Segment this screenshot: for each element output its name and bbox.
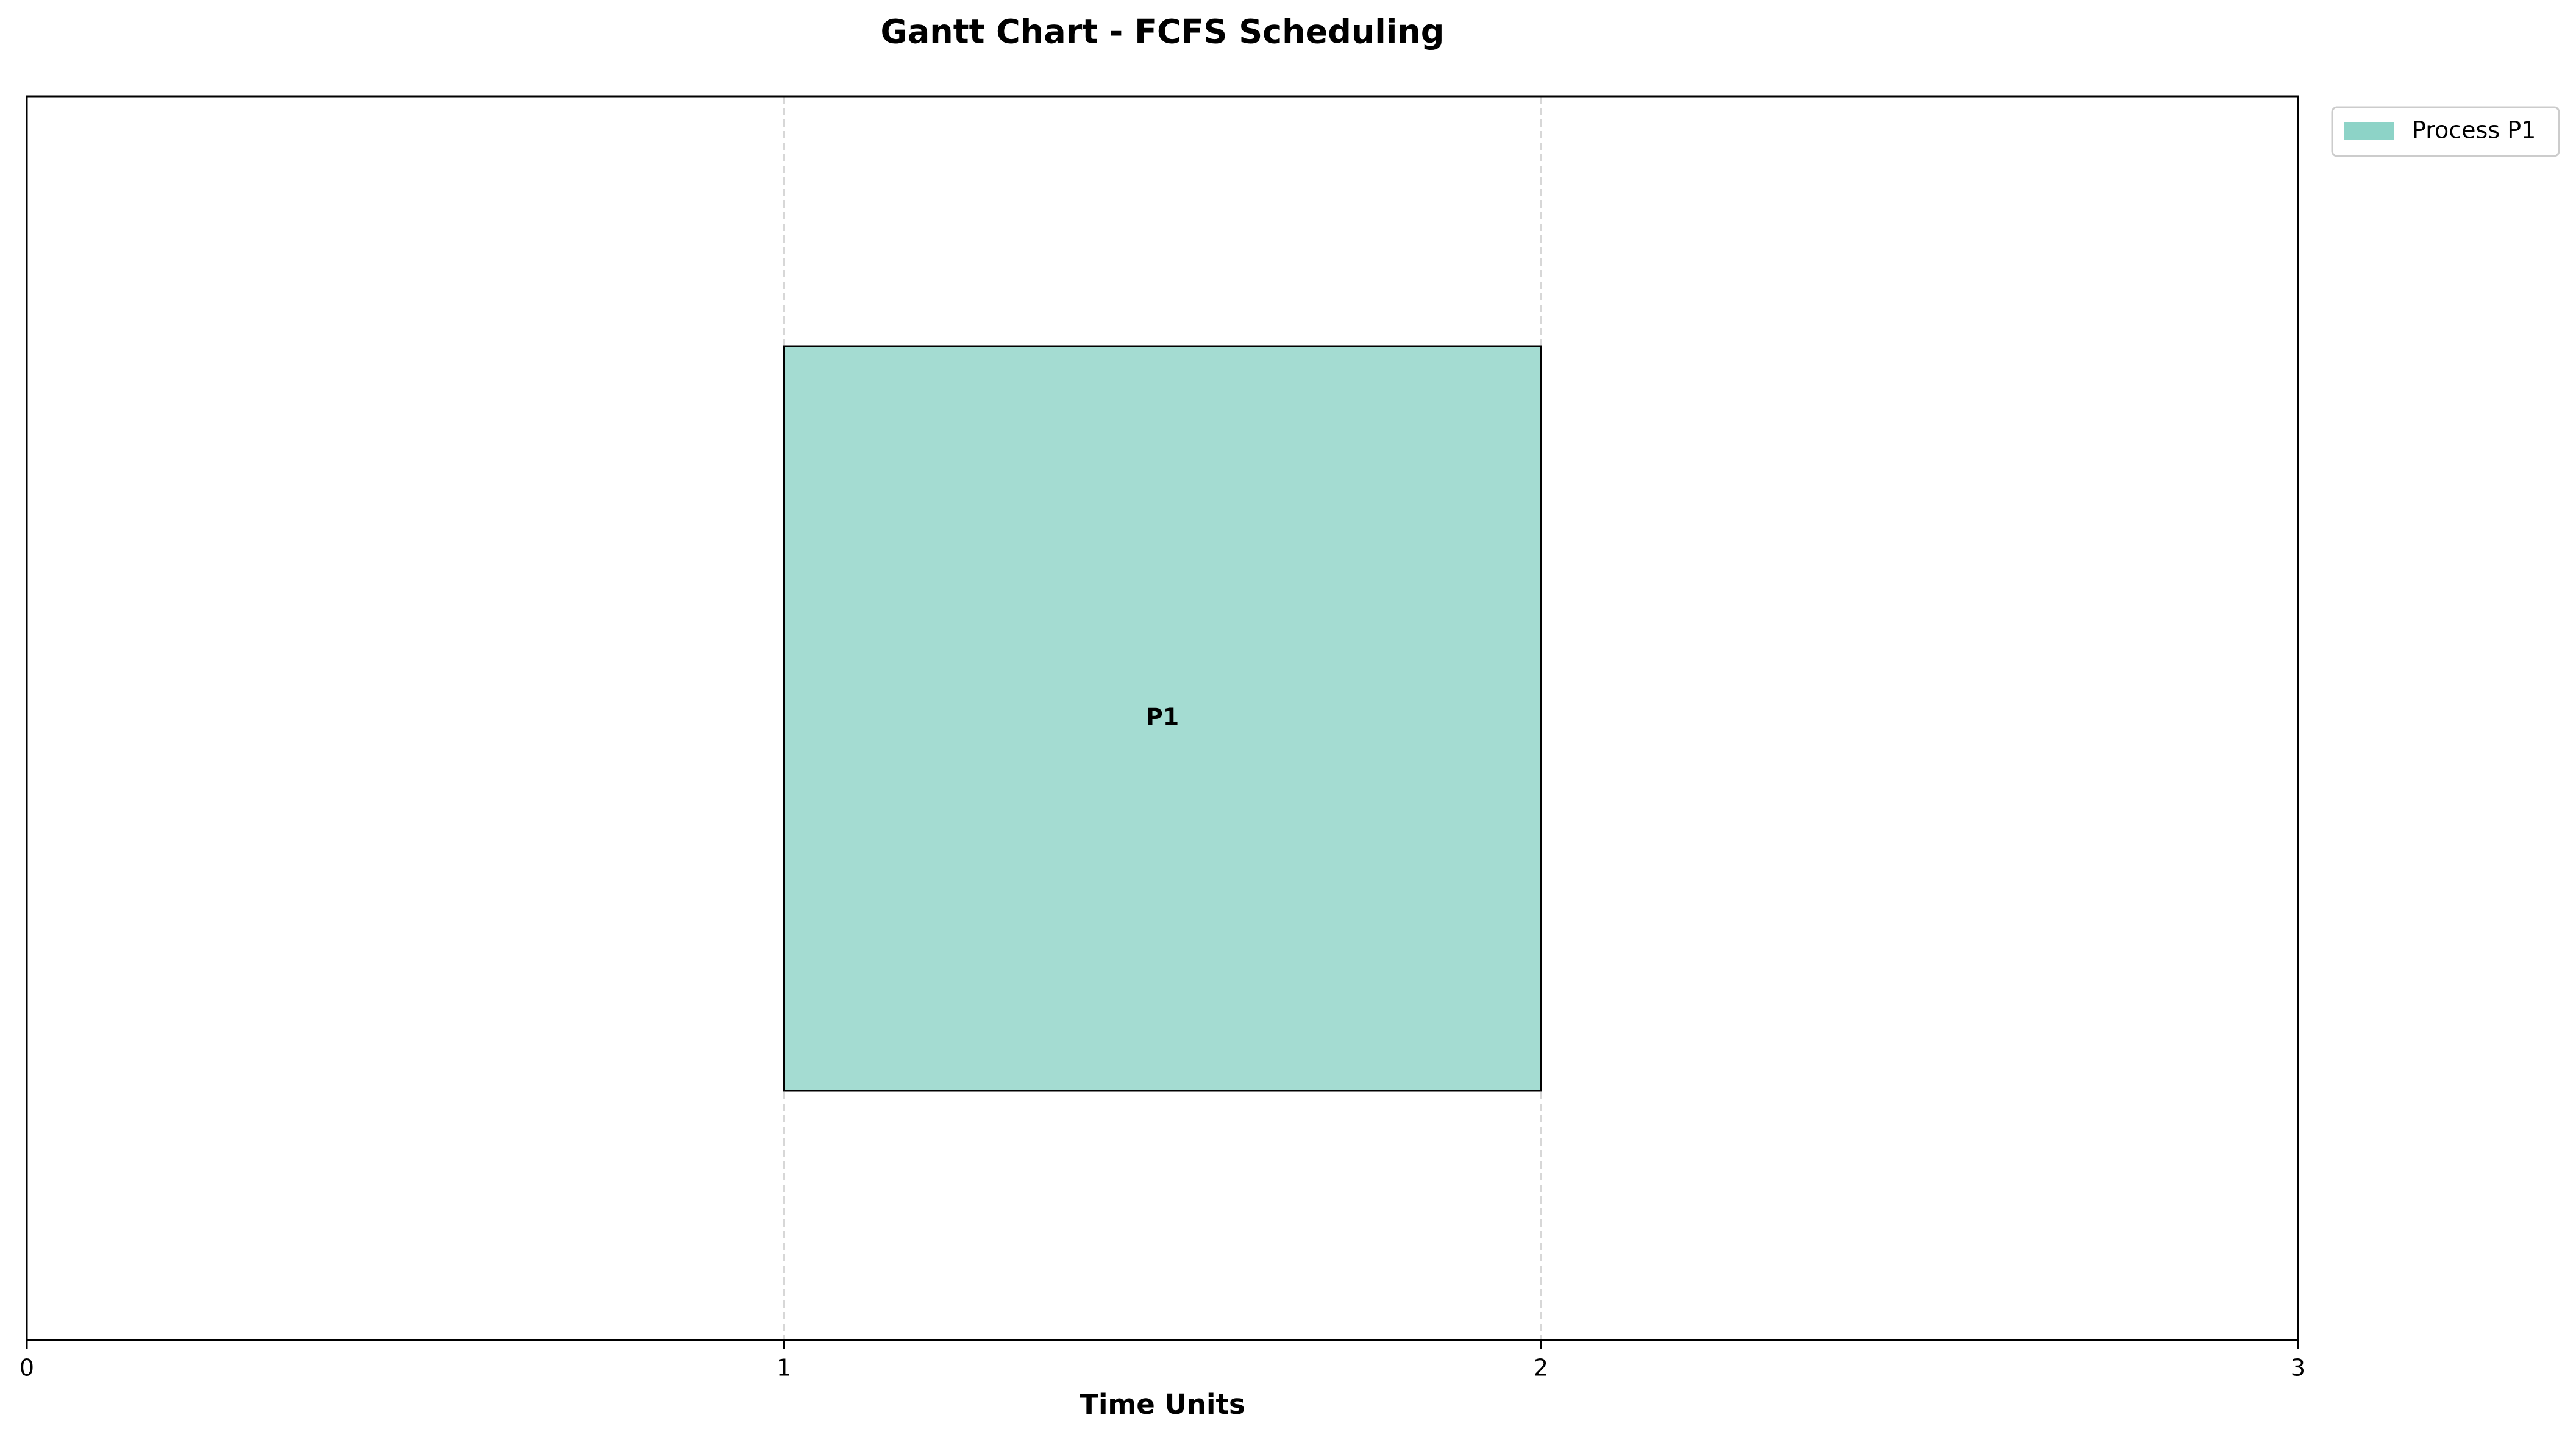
legend-label-p1: Process P1 — [2412, 117, 2536, 144]
x-tick-label-0: 0 — [20, 1355, 34, 1381]
x-tick-label-1: 1 — [777, 1355, 791, 1381]
legend-frame — [2331, 106, 2560, 157]
chart-title: Gantt Chart - FCFS Scheduling — [881, 13, 1445, 51]
x-axis-ticks: 0 1 2 3 — [20, 1340, 2305, 1381]
plot-area-frame — [26, 95, 2299, 1341]
gantt-bar-p1 — [783, 345, 1542, 1092]
bars: P1 — [783, 345, 1542, 1092]
x-tick-label-2: 2 — [1534, 1355, 1548, 1381]
legend-swatch-p1 — [2344, 122, 2394, 140]
grid-lines — [783, 96, 1542, 1340]
x-tick-label-3: 3 — [2291, 1355, 2305, 1381]
legend: Process P1 — [2331, 106, 2560, 157]
x-axis-label: Time Units — [1080, 1388, 1245, 1420]
gantt-bar-label-p1: P1 — [1146, 704, 1179, 731]
